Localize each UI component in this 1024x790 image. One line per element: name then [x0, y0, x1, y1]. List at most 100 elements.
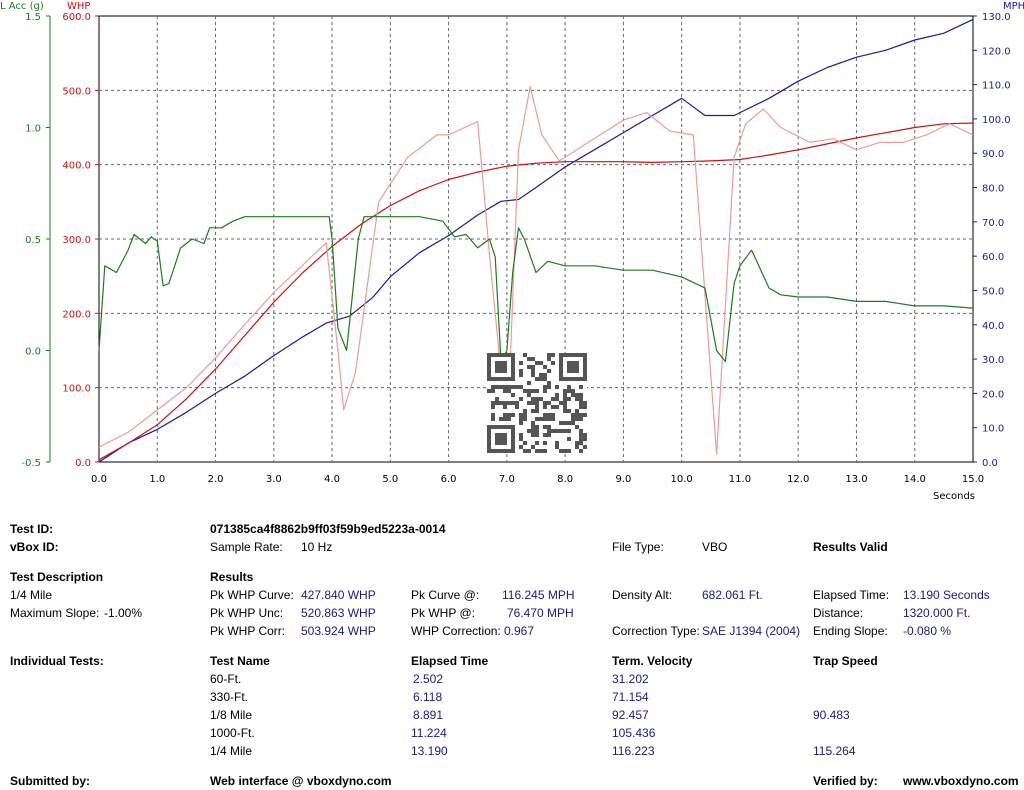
- qr-module: [551, 417, 555, 421]
- pk-whp-at-label: Pk WHP @:: [411, 606, 475, 620]
- qr-module: [511, 401, 515, 405]
- test-description-value: 1/4 Mile: [10, 588, 53, 602]
- qr-module: [563, 405, 567, 409]
- qr-module: [527, 381, 531, 385]
- qr-module: [527, 429, 531, 433]
- qr-finder-module: [495, 441, 499, 445]
- max-slope-label: Maximum Slope:: [10, 606, 100, 620]
- lacc-tick-label: 0.5: [25, 235, 41, 246]
- qr-module: [571, 421, 575, 425]
- x-tick-label: 6.0: [441, 474, 457, 485]
- qr-module: [515, 385, 519, 389]
- test-elapsed: 13.190: [411, 744, 448, 758]
- qr-module: [571, 413, 575, 417]
- qr-finder-module: [559, 369, 563, 373]
- qr-module: [567, 385, 571, 389]
- qr-module: [575, 425, 579, 429]
- qr-module: [531, 373, 535, 377]
- qr-module: [575, 445, 579, 449]
- ending-slope-value: -0.080 %: [903, 624, 952, 638]
- x-tick-label: 15.0: [962, 474, 984, 485]
- qr-module: [567, 449, 571, 453]
- qr-module: [579, 437, 583, 441]
- qr-module: [551, 413, 555, 417]
- qr-finder-module: [559, 377, 563, 381]
- qr-finder-module: [507, 377, 511, 381]
- qr-module: [543, 377, 547, 381]
- qr-module: [547, 401, 551, 405]
- qr-module: [535, 441, 539, 445]
- qr-module: [543, 425, 547, 429]
- qr-module: [491, 401, 495, 405]
- sample-rate-value: 10 Hz: [301, 540, 333, 554]
- qr-finder-module: [487, 425, 491, 429]
- qr-module: [575, 413, 579, 417]
- qr-module: [575, 393, 579, 397]
- qr-module: [559, 429, 563, 433]
- qr-finder-module: [503, 437, 507, 441]
- qr-module: [571, 389, 575, 393]
- qr-module: [547, 353, 551, 357]
- qr-module: [531, 409, 535, 413]
- qr-module: [507, 401, 511, 405]
- qr-module: [547, 425, 551, 429]
- qr-finder-module: [499, 449, 503, 453]
- test-velocity: 92.457: [612, 708, 649, 722]
- qr-module: [547, 417, 551, 421]
- qr-module: [499, 401, 503, 405]
- qr-finder-module: [571, 353, 575, 357]
- max-slope-value: -1.00%: [104, 606, 143, 620]
- qr-finder-module: [487, 429, 491, 433]
- qr-finder-module: [499, 433, 503, 437]
- qr-module: [527, 389, 531, 393]
- qr-finder-module: [575, 377, 579, 381]
- x-tick-label: 10.0: [671, 474, 693, 485]
- qr-finder-module: [503, 369, 507, 373]
- qr-module: [559, 421, 563, 425]
- series-line-lacc-3: [98, 216, 974, 363]
- qr-module: [519, 437, 523, 441]
- qr-finder-module: [511, 441, 515, 445]
- qr-finder-module: [559, 373, 563, 377]
- mph-tick-label: 70.0: [982, 218, 1004, 229]
- qr-finder-module: [503, 353, 507, 357]
- qr-finder-module: [499, 365, 503, 369]
- qr-module: [563, 393, 567, 397]
- qr-module: [543, 413, 547, 417]
- qr-module: [531, 365, 535, 369]
- qr-code: [487, 353, 587, 453]
- qr-module: [563, 389, 567, 393]
- correction-type-value: SAE J1394 (2004): [702, 624, 801, 638]
- qr-finder-module: [487, 449, 491, 453]
- qr-module: [583, 433, 587, 437]
- qr-finder-module: [495, 369, 499, 373]
- qr-finder-module: [503, 441, 507, 445]
- whp-tick-label: 500.0: [62, 86, 91, 97]
- qr-finder-module: [579, 353, 583, 357]
- x-tick-label: 3.0: [266, 474, 282, 485]
- qr-module: [563, 409, 567, 413]
- qr-module: [535, 397, 539, 401]
- sample-rate-label: Sample Rate:: [210, 540, 283, 554]
- density-alt-label: Density Alt:: [612, 588, 673, 602]
- qr-finder-module: [583, 361, 587, 365]
- qr-finder-module: [511, 373, 515, 377]
- qr-finder-module: [487, 445, 491, 449]
- qr-module: [579, 397, 583, 401]
- x-tick-label: 7.0: [499, 474, 515, 485]
- qr-module: [499, 417, 503, 421]
- mph-tick-label: 30.0: [982, 355, 1004, 366]
- mph-tick-label: 90.0: [982, 149, 1004, 160]
- qr-module: [495, 401, 499, 405]
- qr-module: [559, 401, 563, 405]
- qr-module: [583, 405, 587, 409]
- series-line-whp-2: [98, 85, 974, 456]
- results-valid: Results Valid: [813, 540, 888, 554]
- qr-finder-module: [511, 353, 515, 357]
- qr-module: [571, 417, 575, 421]
- qr-finder-module: [503, 433, 507, 437]
- qr-module: [543, 373, 547, 377]
- qr-module: [507, 417, 511, 421]
- qr-finder-module: [575, 353, 579, 357]
- qr-module: [511, 413, 515, 417]
